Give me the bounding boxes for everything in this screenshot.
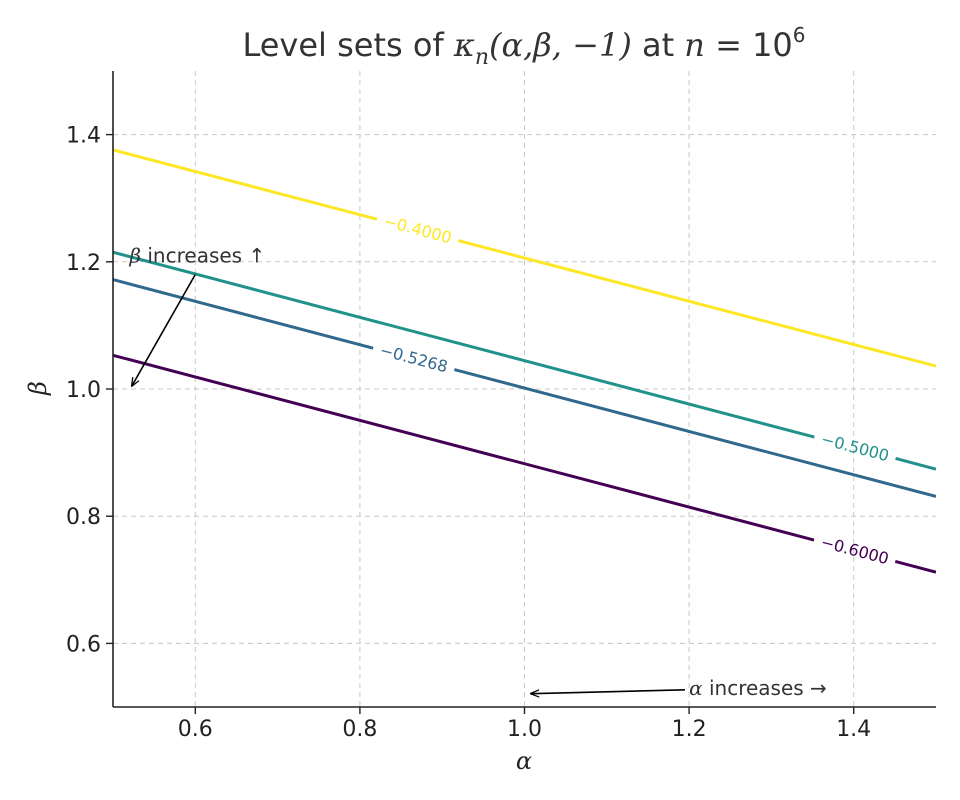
- y-tick-label: 0.6: [66, 632, 101, 657]
- x-tick-label: 1.2: [672, 717, 707, 742]
- y-tick-label: 1.4: [66, 124, 101, 149]
- x-axis-label: α: [516, 747, 532, 775]
- contour-label-3: −0.6000: [819, 532, 891, 568]
- chart-title: Level sets of κn(α,β, −1) at n = 106: [242, 23, 805, 70]
- contour-line-0: [113, 148, 936, 368]
- y-axis-label: β: [24, 381, 52, 396]
- contour-label-1: −0.5000: [819, 429, 891, 465]
- annotation-text-1: α increases →: [689, 676, 827, 700]
- annotation-arrow-1: [531, 689, 686, 694]
- contour-line-2: [113, 278, 936, 498]
- y-tick-label: 0.8: [66, 505, 101, 530]
- contour-line-3: [113, 353, 936, 574]
- contour-label-0: −0.4000: [382, 211, 454, 247]
- y-tick-label: 1.0: [66, 378, 101, 403]
- x-tick-label: 1.4: [836, 717, 871, 742]
- x-tick-label: 0.8: [342, 717, 377, 742]
- y-tick-label: 1.2: [66, 251, 101, 276]
- annotations: β increases ↑ α increases →: [128, 243, 826, 699]
- annotation-text-0: β increases ↑: [128, 243, 265, 267]
- contour-lines: [113, 148, 936, 574]
- x-tick-label: 1.0: [507, 717, 542, 742]
- annotation-arrow-0: [132, 274, 196, 386]
- contour-line-1: [113, 250, 936, 471]
- ticks: 0.6 0.8 1.0 1.2 1.4 0.6 0.8 1.0 1.2 1.4: [66, 124, 871, 742]
- x-tick-label: 0.6: [178, 717, 213, 742]
- contour-label-2: −0.5268: [378, 340, 450, 376]
